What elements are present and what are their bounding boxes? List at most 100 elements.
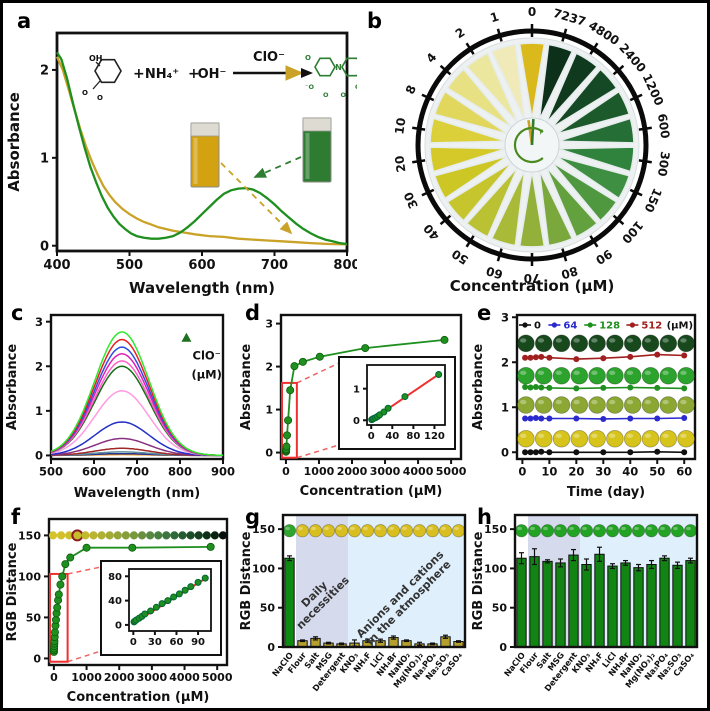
- tube-4: [446, 68, 514, 129]
- svg-text:300: 300: [655, 150, 672, 177]
- svg-text:Absorbance: Absorbance: [5, 344, 20, 430]
- svg-text:7237: 7237: [552, 6, 588, 29]
- svg-text:2: 2: [265, 361, 273, 374]
- svg-text:150: 150: [252, 523, 275, 536]
- panel-g: g NaClO Flour Salt MSG Detergent KNO₃ NH₄F LiCl…: [239, 505, 471, 705]
- svg-text:2000: 2000: [104, 671, 135, 684]
- bar-Salt: [542, 560, 553, 648]
- svg-text:4000: 4000: [403, 465, 434, 478]
- axes-frame: [513, 513, 699, 649]
- svg-text:0: 0: [353, 416, 360, 427]
- svg-text:1200: 1200: [640, 72, 667, 108]
- panel-d-label: d: [245, 301, 261, 325]
- svg-text:5000: 5000: [436, 465, 467, 478]
- tube-60: [490, 169, 526, 247]
- solution-dot: [162, 531, 171, 540]
- tube-100: [550, 161, 618, 222]
- svg-text:0: 0: [115, 621, 122, 632]
- svg-text:2: 2: [40, 64, 49, 79]
- tube-50: [465, 166, 519, 238]
- bar-LiCl: [607, 565, 618, 648]
- svg-text:600: 600: [188, 258, 215, 273]
- svg-text:20: 20: [392, 155, 408, 174]
- spectrum-product-green: [56, 51, 348, 246]
- tube-90: [545, 166, 599, 238]
- svg-text:0: 0: [40, 239, 49, 254]
- tube-70: [518, 170, 546, 248]
- bar-Detergent: [568, 554, 579, 648]
- svg-text:O: O: [82, 89, 88, 97]
- bar-Flour: [529, 556, 540, 648]
- bar-NaNO₂: [633, 567, 644, 648]
- svg-text:+: +: [133, 66, 145, 82]
- svg-text:4: 4: [423, 50, 439, 65]
- svg-text:2000: 2000: [337, 465, 368, 478]
- svg-text:0: 0: [33, 652, 41, 665]
- svg-text:1: 1: [489, 10, 501, 26]
- svg-text:0: 0: [282, 465, 290, 478]
- panel-b: b 0 1 2 4 8 10 20 30 40 50 60 70 80 90 100 150 300 600 120…: [359, 5, 705, 297]
- panel-a: a 400 500 600 700 800 0 1 2 Wavelength (nm) Absor…: [5, 5, 357, 297]
- svg-text:3000: 3000: [370, 465, 401, 478]
- svg-text:1: 1: [265, 404, 273, 417]
- svg-text:128: 128: [599, 321, 620, 332]
- solution-dot: [73, 531, 82, 540]
- svg-text:1000: 1000: [304, 465, 335, 478]
- svg-text:50: 50: [449, 246, 471, 267]
- svg-text:20: 20: [568, 465, 584, 479]
- svg-text:900: 900: [211, 465, 235, 479]
- svg-text:500: 500: [39, 465, 63, 479]
- svg-text:64: 64: [563, 321, 577, 332]
- svg-text:8: 8: [403, 83, 419, 96]
- panel-e-chart: 0 10 20 30 40 50 60 0 1 2 3 Time (day) Absorbance 0 64…: [471, 310, 697, 500]
- panel-b-label: b: [367, 9, 383, 33]
- svg-text:(μM): (μM): [191, 367, 221, 381]
- svg-text:Concentration (μM): Concentration (μM): [67, 690, 210, 705]
- svg-text:1: 1: [40, 152, 49, 167]
- svg-text:2: 2: [35, 359, 43, 373]
- spectrum-reagent-yellow: [55, 56, 348, 246]
- svg-text:ClO⁻: ClO⁻: [253, 50, 285, 65]
- svg-text:0: 0: [267, 641, 275, 654]
- solution-dot: [48, 531, 58, 540]
- svg-text:120: 120: [424, 431, 445, 442]
- svg-text:600: 600: [82, 465, 106, 479]
- bar-MSG: [555, 562, 566, 648]
- bar-NaClO: [284, 557, 295, 648]
- svg-text:RGB Distance: RGB Distance: [5, 542, 20, 641]
- panel-g-label: g: [245, 505, 261, 529]
- solution-dot: [97, 531, 106, 540]
- bar-Na₃PO₄: [659, 557, 670, 648]
- svg-text:RGB Distance: RGB Distance: [239, 531, 254, 630]
- svg-text:5000: 5000: [202, 671, 233, 684]
- svg-text:0: 0: [35, 449, 43, 463]
- panel-f-label: f: [11, 505, 21, 529]
- panel-c-label: c: [11, 301, 24, 325]
- svg-text:Wavelength (nm): Wavelength (nm): [129, 279, 275, 297]
- tube-10: [429, 117, 507, 144]
- tube-150: [555, 155, 631, 200]
- tube-300: [557, 146, 635, 173]
- bar-NH₄F: [594, 553, 605, 648]
- svg-text:3000: 3000: [137, 671, 168, 684]
- panel-a-chart: 400 500 600 700 800 0 1 2 Wavelength (nm) Absorba…: [5, 31, 357, 297]
- tube-30: [433, 155, 509, 200]
- solution-dot: [218, 531, 228, 540]
- panel-e-label: e: [477, 301, 492, 325]
- zoom-region-box: [280, 381, 298, 459]
- svg-text:2400: 2400: [616, 41, 648, 75]
- svg-text:400: 400: [43, 258, 70, 273]
- svg-text:500: 500: [116, 258, 143, 273]
- svg-text:50: 50: [26, 611, 42, 624]
- dial-arc-arrow: [513, 126, 544, 164]
- svg-text:⁻O: ⁻O: [305, 83, 314, 91]
- svg-text:800: 800: [333, 258, 357, 273]
- svg-text:Absorbance: Absorbance: [239, 344, 254, 430]
- tube-2: [465, 52, 519, 124]
- panel-e: e 0 10 20 30 40 50 60 0 1 2 3 Time (day) Absorbance 0…: [471, 299, 705, 503]
- svg-text:60: 60: [676, 465, 692, 479]
- solution-dot: [210, 531, 219, 540]
- panel-d: d 0 1000 2000 3000 4000 5000 0 1 2 3 Concentration…: [239, 299, 471, 503]
- svg-text:70: 70: [524, 271, 541, 285]
